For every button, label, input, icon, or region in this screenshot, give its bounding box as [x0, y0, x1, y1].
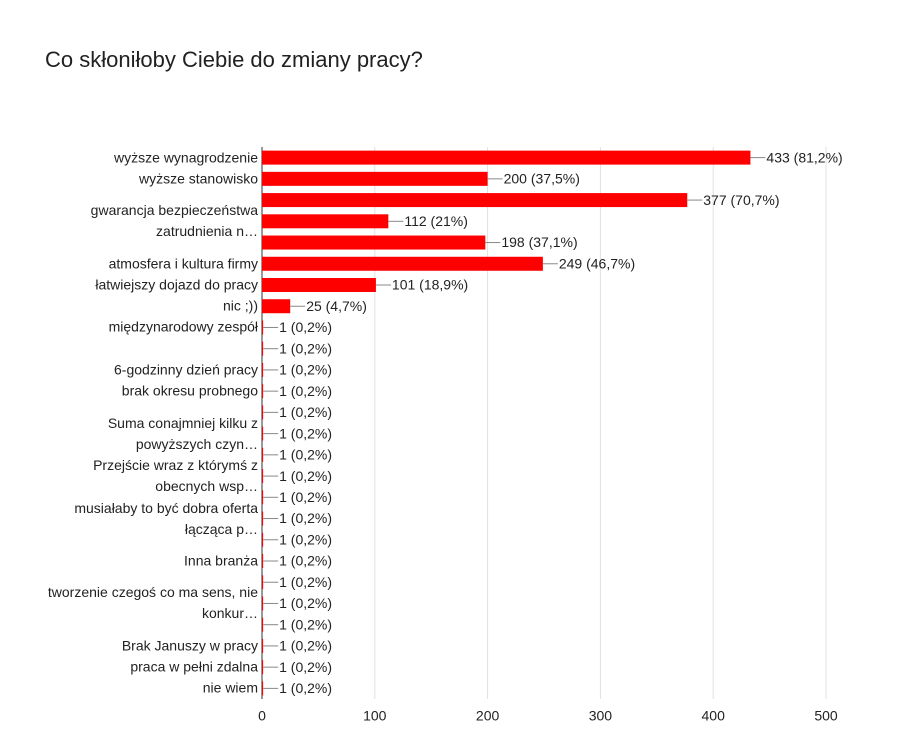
value-label: 1 (0,2%): [279, 404, 332, 420]
bar: [262, 511, 264, 526]
y-tick-label: Przejście wraz z którymś z obecnych wsp…: [93, 457, 258, 495]
value-label: 1 (0,2%): [279, 447, 332, 463]
y-tick-label: Inna branża: [184, 552, 258, 569]
x-tick-label: 100: [363, 708, 387, 724]
y-tick-label: Suma conajmniej kilku z powyższych czyn…: [107, 414, 258, 452]
value-label: 200 (37,5%): [504, 171, 580, 187]
value-label: 1 (0,2%): [279, 383, 332, 399]
value-label: 377 (70,7%): [703, 192, 779, 208]
value-label: 1 (0,2%): [279, 425, 332, 441]
x-tick-label: 400: [702, 708, 726, 724]
value-label: 1 (0,2%): [279, 553, 332, 569]
y-tick-label: wyższe wynagrodzenie: [114, 149, 258, 166]
y-tick-label: tworzenie czegoś co ma sens, nie konkur…: [47, 584, 258, 622]
value-label: 1 (0,2%): [279, 468, 332, 484]
bar: [262, 554, 264, 568]
value-label: 433 (81,2%): [766, 149, 842, 165]
bar: [262, 617, 264, 632]
bar: [262, 681, 264, 696]
bar: [262, 384, 264, 399]
y-tick-label: wyższe stanowisko: [138, 170, 258, 187]
value-label: 1 (0,2%): [279, 659, 332, 675]
bar: [262, 575, 264, 590]
value-label: 1 (0,2%): [279, 574, 332, 590]
bar: [262, 638, 264, 653]
x-tick-label: 300: [589, 708, 613, 724]
bar: [262, 426, 264, 441]
x-tick-label: 0: [258, 708, 266, 724]
bar: [262, 447, 264, 462]
value-label: 1 (0,2%): [279, 340, 332, 356]
bar: [262, 193, 688, 208]
bar: [262, 341, 264, 356]
y-tick-label: Brak Januszy w pracy: [121, 637, 258, 654]
y-tick-label: nie wiem: [202, 679, 258, 696]
x-tick-label: 500: [814, 708, 838, 724]
value-label: 1 (0,2%): [279, 531, 332, 547]
y-tick-label: łatwiejszy dojazd do pracy: [95, 276, 258, 293]
y-tick-label: atmosfera i kultura firmy: [108, 255, 258, 272]
y-tick-label: praca w pełni zdalna: [130, 658, 258, 675]
value-label: 112 (21%): [404, 213, 468, 229]
bar: [262, 596, 264, 611]
bar: [262, 256, 543, 271]
y-tick-label: brak okresu probnego: [121, 382, 258, 399]
bar: [262, 150, 751, 165]
value-label: 249 (46,7%): [559, 255, 635, 271]
bar: [262, 532, 264, 547]
y-tick-label: międzynarodowy zespół: [108, 318, 258, 335]
bar: [262, 362, 264, 377]
x-tick-label: 200: [476, 708, 500, 724]
value-label: 1 (0,2%): [279, 362, 332, 378]
y-tick-label: gwarancja bezpieczeństwa zatrudnienia n…: [90, 202, 258, 240]
bar: [262, 278, 376, 292]
bar: [262, 171, 488, 186]
bar: [262, 235, 486, 250]
bar: [262, 469, 264, 484]
y-tick-label: 6-godzinny dzień pracy: [114, 361, 258, 378]
value-label: 1 (0,2%): [279, 595, 332, 611]
value-label: 1 (0,2%): [279, 616, 332, 632]
value-label: 1 (0,2%): [279, 680, 332, 696]
bar: [262, 490, 264, 505]
value-label: 1 (0,2%): [279, 319, 332, 335]
y-tick-label: nic ;)): [223, 297, 258, 314]
value-label: 1 (0,2%): [279, 489, 332, 505]
chart-title: Co skłoniłoby Ciebie do zmiany pracy?: [45, 47, 423, 72]
value-label: 1 (0,2%): [279, 638, 332, 654]
bar: [262, 214, 389, 229]
value-label: 25 (4,7%): [306, 298, 367, 314]
bar: [262, 405, 264, 420]
y-tick-label: musiałaby to być dobra oferta łącząca p…: [74, 499, 258, 537]
bar: [262, 320, 264, 335]
value-label: 101 (18,9%): [392, 277, 468, 293]
value-label: 198 (37,1%): [501, 234, 577, 250]
value-label: 1 (0,2%): [279, 510, 332, 526]
bar: [262, 299, 291, 314]
bar: [262, 660, 264, 675]
